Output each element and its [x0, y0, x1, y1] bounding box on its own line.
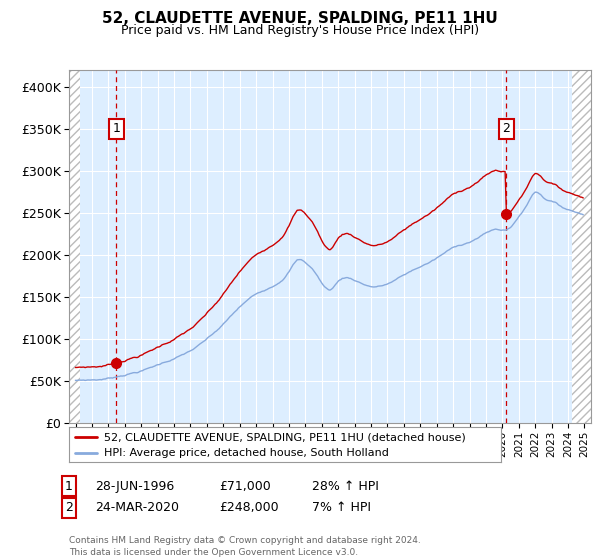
- Text: 52, CLAUDETTE AVENUE, SPALDING, PE11 1HU (detached house): 52, CLAUDETTE AVENUE, SPALDING, PE11 1HU…: [104, 432, 466, 442]
- Text: HPI: Average price, detached house, South Holland: HPI: Average price, detached house, Sout…: [104, 449, 388, 458]
- Text: Contains HM Land Registry data © Crown copyright and database right 2024.
This d: Contains HM Land Registry data © Crown c…: [69, 536, 421, 557]
- Text: 24-MAR-2020: 24-MAR-2020: [95, 501, 179, 515]
- Text: 7% ↑ HPI: 7% ↑ HPI: [312, 501, 371, 515]
- Text: £71,000: £71,000: [219, 479, 271, 493]
- Text: 28-JUN-1996: 28-JUN-1996: [95, 479, 174, 493]
- Bar: [572, 70, 591, 423]
- Text: 2: 2: [65, 501, 73, 515]
- Text: 1: 1: [65, 479, 73, 493]
- Text: Price paid vs. HM Land Registry's House Price Index (HPI): Price paid vs. HM Land Registry's House …: [121, 24, 479, 36]
- Text: 28% ↑ HPI: 28% ↑ HPI: [312, 479, 379, 493]
- Text: £248,000: £248,000: [219, 501, 278, 515]
- Text: 52, CLAUDETTE AVENUE, SPALDING, PE11 1HU: 52, CLAUDETTE AVENUE, SPALDING, PE11 1HU: [102, 11, 498, 26]
- Text: 1: 1: [113, 122, 121, 136]
- Text: 2: 2: [502, 122, 510, 136]
- Bar: [69, 70, 80, 423]
